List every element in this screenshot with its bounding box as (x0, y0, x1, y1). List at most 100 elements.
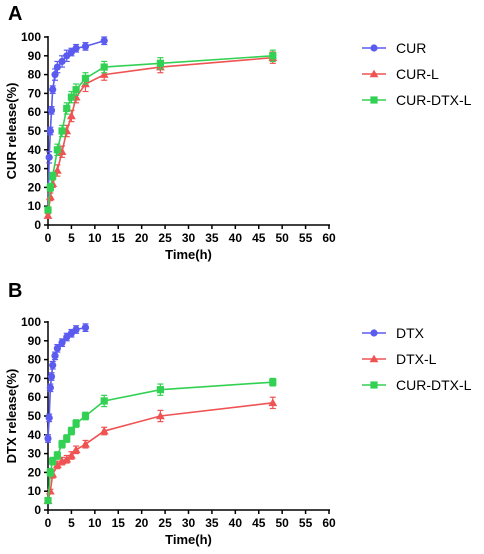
legend-label: CUR-DTX-L (396, 377, 472, 393)
x-tick-label: 35 (205, 516, 219, 530)
data-point (81, 324, 90, 332)
x-tick-label: 45 (252, 516, 266, 530)
series-dtx-l (43, 396, 278, 504)
y-axis-title: CUR release(%) (4, 83, 19, 180)
data-point (44, 206, 52, 214)
y-tick-label: 0 (34, 503, 41, 517)
chart-panel-b: B 0 10 20 30 40 50 60 70 80 90 100 0 5 10 15 20 25 30 35 40 4… (4, 280, 472, 547)
x-tick-label: 30 (182, 231, 196, 245)
data-point (52, 460, 62, 469)
data-point (269, 52, 277, 60)
x-tick-label: 60 (322, 231, 336, 245)
data-point (53, 451, 61, 460)
data-point (99, 70, 109, 78)
data-point (156, 411, 165, 420)
data-point (100, 397, 108, 405)
data-point (67, 427, 76, 435)
data-point (99, 426, 109, 435)
data-point (44, 497, 52, 505)
data-point (63, 104, 71, 113)
data-point (58, 339, 66, 347)
y-tick-label: 20 (28, 180, 42, 194)
y-tick-label: 10 (28, 199, 42, 213)
data-point (81, 42, 90, 51)
data-point (53, 344, 61, 352)
legend-marker (370, 96, 378, 104)
series-line (47, 326, 86, 439)
series-cur-l (43, 51, 278, 219)
series-dtx (44, 323, 90, 443)
panel-label: B (8, 280, 22, 302)
legend-marker (369, 69, 379, 78)
data-point (47, 372, 56, 381)
x-tick-label: 25 (158, 231, 172, 245)
data-point (58, 127, 66, 135)
chart-panel-a: A 0 10 20 30 40 50 60 70 80 90 100 0 5 10 15 20 25 30 35 40 4… (4, 3, 472, 262)
x-tick-label: 15 (112, 231, 126, 245)
data-point (67, 111, 76, 120)
x-tick-label: 30 (182, 516, 196, 530)
y-tick-label: 30 (28, 447, 42, 461)
data-point (63, 434, 71, 443)
data-point (67, 451, 76, 459)
y-tick-label: 60 (28, 390, 42, 404)
series-cur (44, 36, 108, 214)
x-tick-label: 0 (45, 516, 52, 530)
x-tick-label: 0 (45, 231, 52, 245)
y-tick-label: 80 (28, 68, 42, 82)
x-tick-label: 5 (68, 231, 75, 245)
x-tick-label: 55 (299, 516, 313, 530)
data-point (81, 412, 90, 420)
data-point (156, 59, 164, 67)
series-line (47, 381, 273, 501)
legend-label: CUR (396, 40, 426, 56)
data-point (72, 325, 80, 334)
y-tick-label: 50 (28, 124, 42, 138)
legend-label: DTX (396, 325, 425, 341)
series-line (47, 56, 273, 216)
x-tick-label: 40 (229, 231, 243, 245)
x-tick-label: 50 (275, 516, 289, 530)
data-point (46, 384, 54, 392)
series-cur-dtx-l (44, 49, 277, 214)
y-tick-label: 80 (28, 353, 42, 367)
data-point (72, 44, 80, 52)
x-tick-label: 50 (275, 231, 289, 245)
y-tick-label: 50 (28, 409, 42, 423)
x-tick-label: 10 (88, 231, 102, 245)
series-cur-dtx-l (44, 377, 277, 505)
data-point (269, 378, 277, 386)
data-point (100, 63, 108, 71)
data-point (72, 419, 80, 428)
legend-entry-dtx-l: DTX-L (362, 351, 437, 367)
data-point (51, 352, 59, 360)
data-point (45, 414, 53, 422)
data-point (45, 153, 53, 161)
legend-marker (370, 381, 378, 389)
x-axis-title: Time(h) (165, 532, 212, 547)
x-tick-label: 40 (229, 516, 243, 530)
y-tick-label: 90 (28, 49, 42, 63)
data-point (53, 146, 61, 154)
data-point (44, 434, 52, 443)
x-tick-label: 35 (205, 231, 219, 245)
data-point (100, 37, 108, 45)
data-point (49, 361, 57, 369)
legend-marker (369, 354, 379, 363)
y-tick-label: 90 (28, 334, 42, 348)
legend-marker (370, 44, 378, 52)
legend-entry-cur-dtx-l: CUR-DTX-L (362, 377, 472, 393)
x-tick-label: 20 (135, 231, 149, 245)
y-axis-title: DTX release(%) (4, 369, 19, 464)
data-point (268, 398, 278, 407)
x-tick-label: 15 (112, 516, 126, 530)
data-point (67, 93, 76, 101)
x-tick-label: 60 (322, 516, 336, 530)
y-tick-label: 30 (28, 162, 42, 176)
data-point (46, 127, 54, 135)
x-axis-title: Time(h) (165, 247, 212, 262)
legend-label: CUR-DTX-L (396, 92, 472, 108)
data-point (49, 86, 57, 94)
y-tick-label: 60 (28, 105, 42, 119)
